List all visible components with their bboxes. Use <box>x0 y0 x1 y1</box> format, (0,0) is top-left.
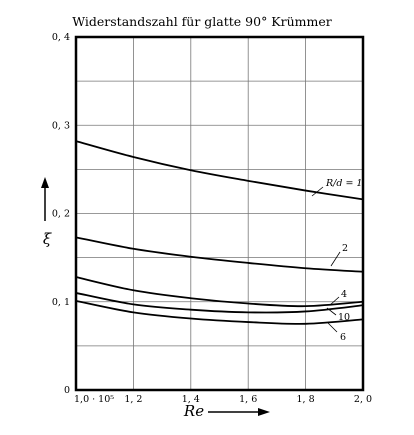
curve-label-rd1: R/d = 1 <box>325 178 362 189</box>
x-tick-label: 1, 4 <box>182 394 200 405</box>
series-line-1 <box>75 236 364 273</box>
curve-label-10: 10 <box>338 312 350 323</box>
x-axis-arrow-head <box>258 408 270 416</box>
y-tick-label: 0, 1 <box>52 297 70 308</box>
series-line-2 <box>75 276 364 308</box>
grid <box>76 37 363 390</box>
x-tick-label: 1,0 · 10⁵ <box>74 394 114 405</box>
label-leader-6 <box>327 322 338 333</box>
series-line-3 <box>75 292 364 314</box>
y-tick-label: 0, 3 <box>52 120 70 131</box>
x-tick-label: 1, 6 <box>239 394 257 405</box>
y-tick-label: 0, 2 <box>52 209 70 220</box>
x-tick-labels: 1,0 · 10⁵ 1, 2 1, 4 1, 6 1, 8 2, 0 <box>74 394 372 405</box>
label-leader-4 <box>329 296 340 306</box>
curve-label-6: 6 <box>340 332 346 343</box>
label-leader-rd1 <box>311 186 324 197</box>
x-tick-label: 2, 0 <box>354 394 372 405</box>
y-axis-arrow-head <box>41 177 49 188</box>
y-tick-label: 0, 4 <box>52 32 70 43</box>
y-axis-label: ξ <box>43 230 52 248</box>
series-line-0 <box>75 140 364 201</box>
x-axis-label: Re <box>183 402 204 420</box>
x-tick-label: 1, 8 <box>297 394 315 405</box>
chart-title: Widerstandszahl für glatte 90° Krümmer <box>72 14 332 29</box>
y-tick-label: 0 <box>64 385 70 396</box>
plot-frame <box>74 35 365 392</box>
curve-label-4: 4 <box>341 289 347 300</box>
curve-label-2: 2 <box>342 243 348 254</box>
curves <box>75 140 364 325</box>
x-tick-label: 1, 2 <box>124 394 142 405</box>
label-leader-10 <box>326 307 337 316</box>
label-leader-2 <box>330 251 341 267</box>
y-tick-labels: 0 0, 1 0, 2 0, 3 0, 4 <box>52 32 70 396</box>
series-line-4 <box>75 299 364 325</box>
